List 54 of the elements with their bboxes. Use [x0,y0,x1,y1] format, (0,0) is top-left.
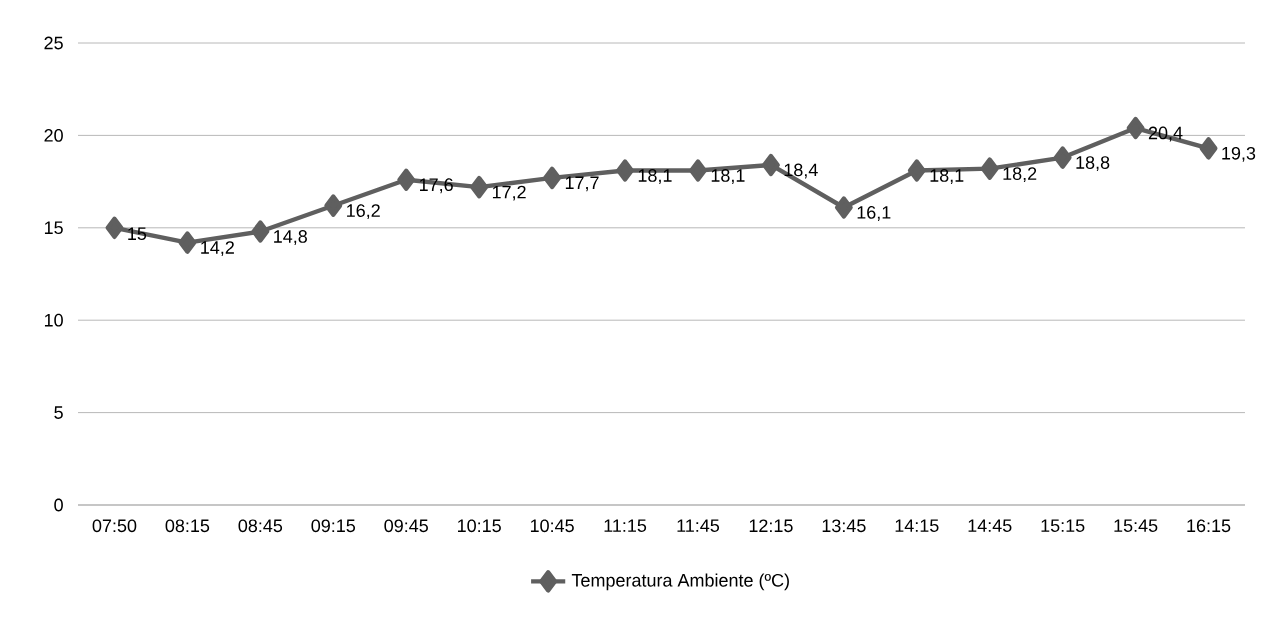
x-tick-label: 13:45 [822,519,866,533]
data-label: 18,2 [1003,167,1037,183]
data-label: 18,1 [930,169,964,184]
point [543,166,562,190]
point [616,159,634,182]
x-tick-label: 15:15 [1041,519,1085,532]
y-tick-label: 25 [44,36,63,50]
y-tick-label: 15 [44,221,63,235]
point [761,153,780,177]
x-tick-label: 15:45 [1114,519,1158,532]
data-label: 18,1 [711,169,745,184]
point [251,220,270,243]
point [834,196,853,219]
point [178,231,197,254]
y-tick-label: 10 [44,313,63,327]
data-label: 17,2 [492,185,526,201]
data-label: 14,2 [201,241,234,257]
x-tick-label: 08:45 [238,519,283,533]
data-label: 19,3 [1222,146,1256,162]
data-label: 16,1 [857,206,891,221]
data-label: 18,1 [638,169,672,184]
point [470,175,489,199]
x-tick-label: 10:45 [530,519,574,533]
point [1126,116,1145,140]
x-tick-label: 09:15 [311,519,356,533]
point [397,168,416,191]
y-tick-label: 20 [44,129,63,142]
point [689,159,707,182]
point [980,157,999,180]
x-tick-label: 11:15 [604,519,647,532]
x-tick-label: 14:45 [968,519,1012,532]
x-tick-label: 08:15 [165,519,210,533]
data-label: 18,8 [1076,156,1110,171]
point [907,159,926,182]
y-tick-label: 0 [54,498,63,512]
point [1199,137,1218,160]
legend-label: Temperatura Ambiente (ºC) [571,573,789,591]
y-tick-label: 5 [54,406,63,419]
x-tick-label: 10:15 [458,519,501,533]
x-tick-label: 11:45 [677,519,720,532]
data-label: 17,7 [565,176,599,192]
data-label: 18,4 [784,163,818,179]
x-tick-label: 16:15 [1187,519,1231,533]
data-label: 16,2 [347,204,380,220]
point [324,194,343,217]
point [105,216,124,239]
data-label: 20,4 [1148,126,1183,142]
x-tick-label: 14:15 [895,519,939,532]
data-label: 15 [128,227,147,241]
x-tick-label: 07:50 [92,519,137,533]
x-tick-label: 12:15 [749,519,793,533]
point [1053,146,1072,169]
data-label: 14,8 [274,230,307,245]
x-tick-label: 09:45 [384,519,428,533]
